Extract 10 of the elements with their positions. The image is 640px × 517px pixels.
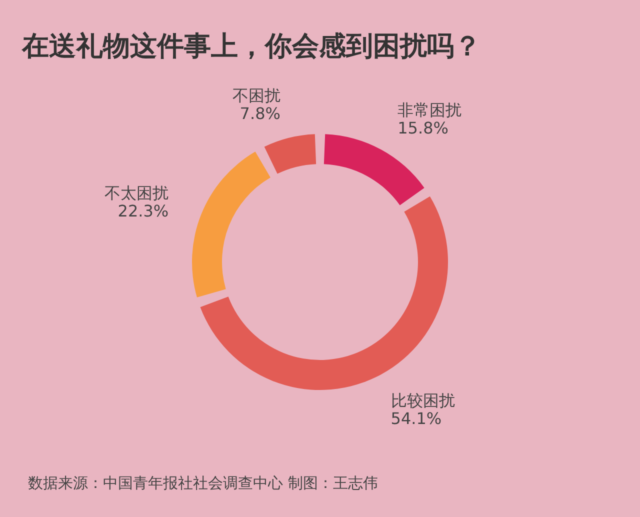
slice-label: 非常困扰 xyxy=(398,100,462,120)
data-label: 22.3% xyxy=(118,202,169,221)
slice-label: 不困扰 xyxy=(232,86,280,105)
data-label: 54.1% xyxy=(390,408,442,428)
slice-label: 比较困扰 xyxy=(390,390,455,410)
chart-title: 在送礼物这件事上，你会感到困扰吗？ xyxy=(21,31,481,62)
source-note: 数据来源：中国青年报社社会调查中心 制图：王志伟 xyxy=(28,474,378,492)
data-label: 7.8% xyxy=(240,104,280,123)
data-label: 15.8% xyxy=(398,118,448,138)
slice-label: 不太困扰 xyxy=(104,184,169,203)
